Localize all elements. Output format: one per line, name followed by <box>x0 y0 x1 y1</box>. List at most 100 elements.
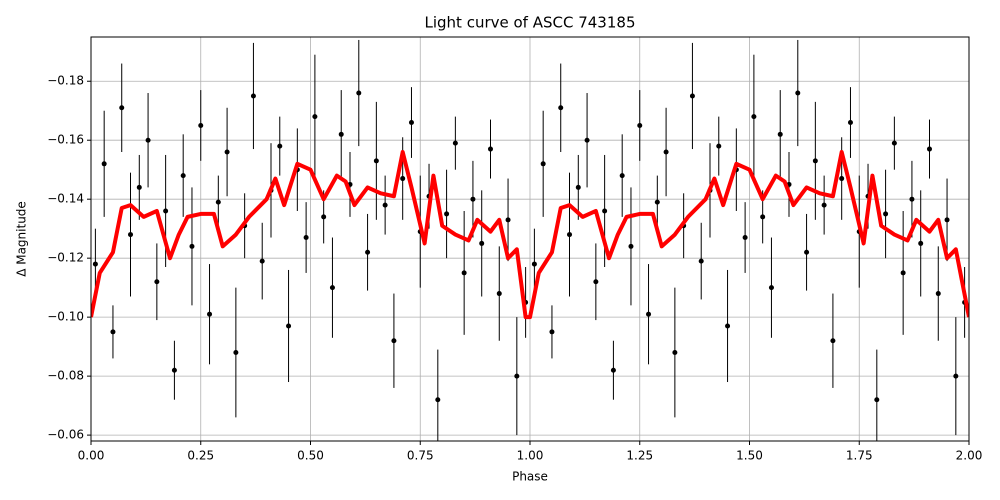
data-point <box>452 140 458 146</box>
data-point <box>444 211 450 217</box>
data-point <box>171 367 177 373</box>
data-point <box>953 373 959 379</box>
x-tick-label: 0.00 <box>78 449 105 463</box>
data-point <box>329 285 335 291</box>
data-point <box>567 232 573 238</box>
data-point <box>180 173 186 179</box>
data-point <box>259 258 265 264</box>
data-point <box>760 214 766 220</box>
plot-frame <box>90 36 970 442</box>
data-point <box>742 235 748 241</box>
data-point <box>637 122 643 128</box>
y-tick-label: −0.14 <box>47 192 84 206</box>
y-tick-label: −0.08 <box>47 369 84 383</box>
x-axis-label: Phase <box>512 470 548 484</box>
data-point <box>145 137 151 143</box>
x-tick-label: 0.75 <box>407 449 434 463</box>
data-point <box>725 323 731 329</box>
data-point <box>136 184 142 190</box>
x-tick-label: 1.00 <box>517 449 544 463</box>
data-point <box>602 208 608 214</box>
data-point <box>716 143 722 149</box>
plot-area <box>91 39 969 441</box>
data-point <box>487 146 493 152</box>
data-point <box>540 161 546 167</box>
data-point <box>646 311 652 317</box>
data-point <box>189 243 195 249</box>
data-point <box>286 323 292 329</box>
data-point <box>689 93 695 99</box>
data-point <box>575 184 581 190</box>
data-point <box>909 196 915 202</box>
data-point <box>461 270 467 276</box>
data-point <box>110 329 116 335</box>
data-point <box>751 114 757 120</box>
data-point <box>321 214 327 220</box>
data-point <box>891 140 897 146</box>
data-point <box>277 143 283 149</box>
data-point <box>514 373 520 379</box>
y-tick-label: −0.18 <box>47 74 84 88</box>
data-point <box>496 291 502 297</box>
data-point <box>593 279 599 285</box>
data-point <box>154 279 160 285</box>
data-point <box>215 199 221 205</box>
data-point <box>224 149 230 155</box>
data-point <box>619 173 625 179</box>
data-point <box>628 243 634 249</box>
x-tick-label: 1.75 <box>846 449 873 463</box>
data-point <box>207 311 213 317</box>
data-point <box>768 285 774 291</box>
data-point <box>356 90 362 96</box>
data-point <box>926 146 932 152</box>
y-tick-label: −0.10 <box>47 310 84 324</box>
chart-title: Light curve of ASCC 743185 <box>425 14 636 32</box>
data-point <box>698 258 704 264</box>
data-point <box>944 217 950 223</box>
data-point <box>584 137 590 143</box>
x-tick-label: 1.25 <box>626 449 653 463</box>
data-point <box>233 350 239 356</box>
data-point <box>900 270 906 276</box>
data-point <box>821 202 827 208</box>
data-point <box>935 291 941 297</box>
data-point <box>610 367 616 373</box>
y-tick-label: −0.12 <box>47 251 84 265</box>
data-point <box>505 217 511 223</box>
y-tick-label: −0.16 <box>47 133 84 147</box>
data-point <box>408 120 414 126</box>
data-point <box>830 338 836 344</box>
data-point <box>804 249 810 255</box>
x-tick-label: 0.50 <box>297 449 324 463</box>
data-point <box>312 114 318 120</box>
data-point <box>250 93 256 99</box>
data-point <box>795 90 801 96</box>
data-point <box>847 120 853 126</box>
data-point <box>883 211 889 217</box>
smoothed-curve <box>91 150 969 320</box>
data-point <box>672 350 678 356</box>
data-point <box>663 149 669 155</box>
data-point <box>812 158 818 164</box>
data-point <box>549 329 555 335</box>
data-point <box>365 249 371 255</box>
x-tick-label: 0.25 <box>187 449 214 463</box>
data-point <box>163 208 169 214</box>
data-point <box>338 131 344 137</box>
data-point <box>470 196 476 202</box>
data-point <box>777 131 783 137</box>
data-point <box>479 240 485 246</box>
data-point <box>382 202 388 208</box>
y-axis-label: Δ Magnitude <box>15 201 29 277</box>
data-point <box>400 176 406 182</box>
data-point <box>531 261 537 267</box>
data-point <box>918 240 924 246</box>
data-point <box>101 161 107 167</box>
data-point <box>373 158 379 164</box>
data-point <box>303 235 309 241</box>
data-point <box>92 261 98 267</box>
data-point <box>198 122 204 128</box>
data-point <box>128 232 134 238</box>
